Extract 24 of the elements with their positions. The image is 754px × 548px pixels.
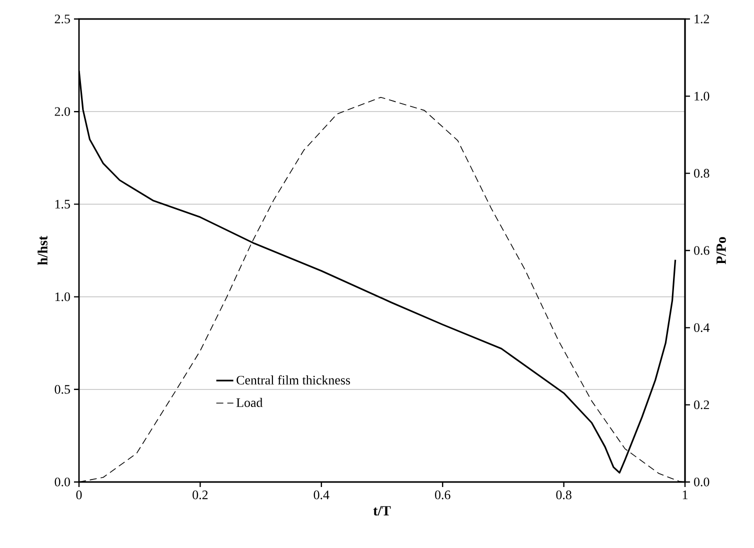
y-tick-label: 0.0 xyxy=(54,478,70,486)
y2-tick-label: 0.2 xyxy=(694,400,710,410)
y-tick-label: 2.5 xyxy=(54,14,70,24)
y2-tick-label: 0.4 xyxy=(694,323,710,332)
x-tick-label: 1 xyxy=(682,490,688,500)
x-tick-label: 0.6 xyxy=(435,490,450,500)
y2-tick-label: 0.6 xyxy=(694,246,710,255)
x-tick-label: 0.2 xyxy=(192,490,208,500)
y2-axis-title: P/Po xyxy=(716,237,726,264)
y-tick-label: 0.5 xyxy=(54,385,70,394)
y2-tick-label: 0.0 xyxy=(694,478,710,486)
legend-label: Central film thickness xyxy=(236,375,350,385)
y2-tick-label: 0.8 xyxy=(694,168,710,178)
y-tick-label: 1.0 xyxy=(55,292,70,302)
x-tick-label: 0.4 xyxy=(314,490,330,500)
x-axis-title: t/T xyxy=(373,506,391,516)
legend-label: Load xyxy=(236,398,263,407)
y-tick-label: 1.5 xyxy=(55,200,70,209)
x-tick-label: 0.8 xyxy=(556,490,572,500)
y-tick-label: 2.0 xyxy=(54,107,70,116)
y-axis-title: h/hst xyxy=(38,236,48,265)
y2-tick-label: 1.0 xyxy=(694,92,710,101)
x-tick-label: 0 xyxy=(76,490,82,500)
y2-tick-label: 1.2 xyxy=(694,14,710,24)
